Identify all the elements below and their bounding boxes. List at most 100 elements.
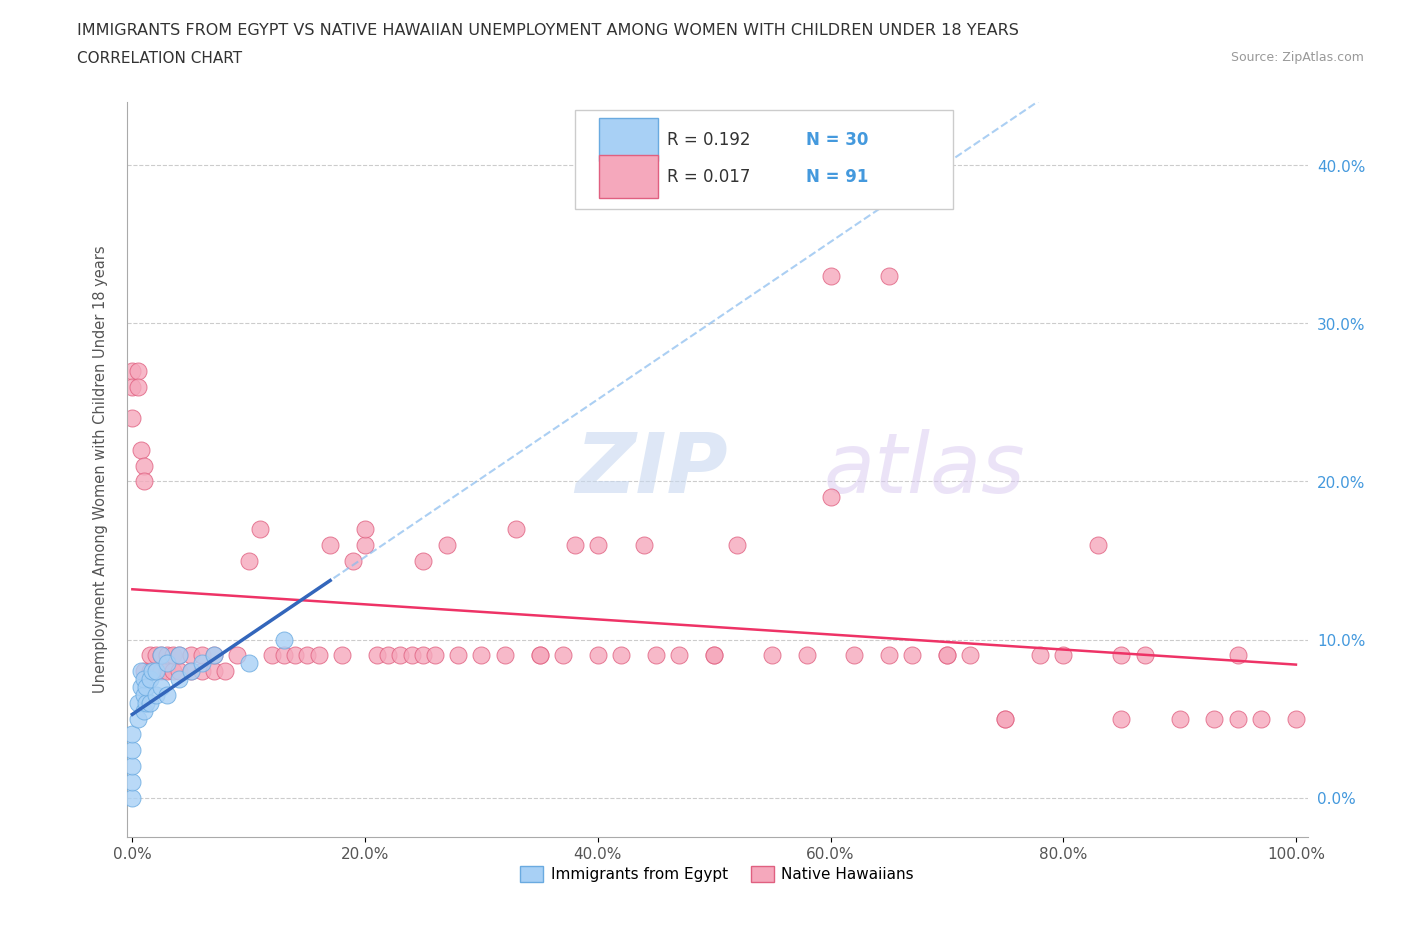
Point: [959, 648, 981, 663]
Text: ZIP: ZIP: [575, 429, 728, 511]
Point: [273, 632, 295, 647]
Point: [342, 553, 364, 568]
Point: [1226, 711, 1249, 726]
FancyBboxPatch shape: [575, 110, 953, 209]
Point: [447, 648, 470, 663]
Point: [703, 648, 725, 663]
Point: [436, 538, 458, 552]
Point: [820, 490, 842, 505]
Point: [412, 553, 434, 568]
Point: [725, 538, 748, 552]
Point: [121, 379, 143, 394]
Point: [135, 696, 157, 711]
Point: [1226, 648, 1249, 663]
Point: [167, 648, 190, 663]
Point: [129, 680, 152, 695]
Point: [150, 664, 173, 679]
Point: [132, 458, 155, 473]
Point: [191, 656, 214, 671]
Point: [586, 538, 609, 552]
Point: [145, 664, 167, 679]
Text: IMMIGRANTS FROM EGYPT VS NATIVE HAWAIIAN UNEMPLOYMENT AMONG WOMEN WITH CHILDREN : IMMIGRANTS FROM EGYPT VS NATIVE HAWAIIAN…: [77, 23, 1019, 38]
Point: [135, 680, 157, 695]
Point: [162, 648, 184, 663]
Point: [668, 648, 690, 663]
Point: [249, 522, 271, 537]
Point: [127, 711, 149, 726]
Point: [156, 687, 179, 702]
Point: [145, 687, 167, 702]
Point: [494, 648, 516, 663]
Point: [820, 269, 842, 284]
Point: [295, 648, 318, 663]
Point: [1029, 648, 1052, 663]
Point: [156, 664, 179, 679]
Point: [935, 648, 957, 663]
Point: [167, 664, 190, 679]
Point: [412, 648, 434, 663]
Point: [1111, 711, 1133, 726]
Point: [150, 648, 173, 663]
Point: [354, 522, 377, 537]
Point: [132, 664, 155, 679]
Point: [226, 648, 249, 663]
Point: [121, 759, 143, 774]
Point: [994, 711, 1017, 726]
Point: [645, 648, 668, 663]
FancyBboxPatch shape: [599, 155, 658, 198]
Point: [1250, 711, 1272, 726]
Text: N = 91: N = 91: [806, 167, 868, 185]
Point: [129, 443, 152, 458]
Point: [377, 648, 399, 663]
Point: [121, 411, 143, 426]
Point: [162, 664, 184, 679]
Point: [180, 664, 202, 679]
Point: [505, 522, 527, 537]
Point: [610, 648, 633, 663]
Point: [1087, 538, 1109, 552]
Point: [191, 648, 214, 663]
Point: [273, 648, 295, 663]
Text: R = 0.192: R = 0.192: [668, 131, 751, 149]
Text: CORRELATION CHART: CORRELATION CHART: [77, 51, 242, 66]
Point: [202, 648, 225, 663]
Point: [1133, 648, 1156, 663]
Point: [180, 648, 202, 663]
Text: Source: ZipAtlas.com: Source: ZipAtlas.com: [1230, 51, 1364, 64]
Point: [121, 727, 143, 742]
Legend: Immigrants from Egypt, Native Hawaiians: Immigrants from Egypt, Native Hawaiians: [515, 860, 920, 888]
Point: [1168, 711, 1191, 726]
Point: [935, 648, 957, 663]
Point: [284, 648, 307, 663]
Point: [132, 671, 155, 686]
Point: [129, 664, 152, 679]
Point: [1052, 648, 1074, 663]
FancyBboxPatch shape: [599, 118, 658, 161]
Point: [167, 648, 190, 663]
Point: [202, 648, 225, 663]
Point: [132, 687, 155, 702]
Point: [156, 648, 179, 663]
Point: [139, 664, 162, 679]
Point: [145, 664, 167, 679]
Point: [141, 664, 163, 679]
Point: [401, 648, 423, 663]
Point: [150, 680, 173, 695]
Point: [470, 648, 492, 663]
Point: [260, 648, 283, 663]
Point: [877, 269, 900, 284]
Point: [139, 671, 162, 686]
Point: [796, 648, 818, 663]
Point: [842, 648, 865, 663]
Point: [191, 664, 214, 679]
Point: [238, 656, 260, 671]
Point: [877, 648, 900, 663]
Point: [994, 711, 1017, 726]
Point: [529, 648, 551, 663]
Point: [121, 775, 143, 790]
Point: [529, 648, 551, 663]
Point: [354, 538, 377, 552]
Text: atlas: atlas: [824, 429, 1025, 511]
Point: [139, 648, 162, 663]
Point: [564, 538, 586, 552]
